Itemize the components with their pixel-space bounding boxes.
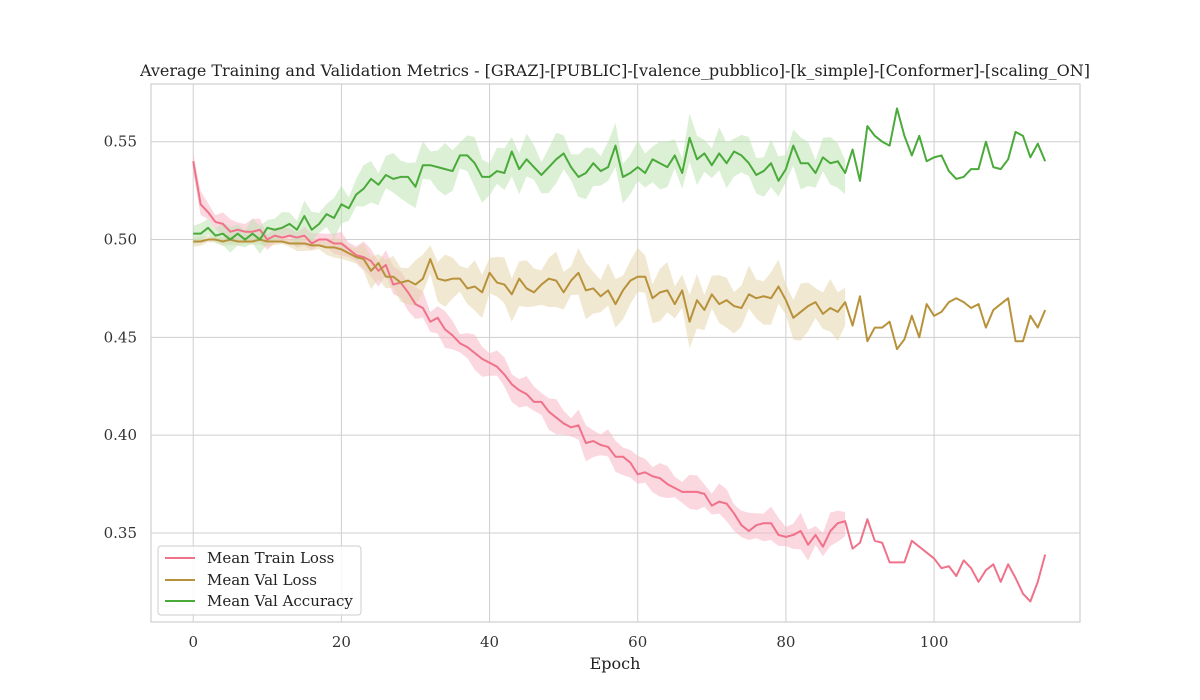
y-tick-label: 0.50 [104,231,137,249]
y-tick-label: 0.40 [104,426,137,444]
x-axis-label: Epoch [590,654,641,673]
val-loss-line [193,238,1047,351]
x-tick-label: 20 [332,633,351,651]
train-loss-line [192,161,1047,603]
val-accuracy-band [193,113,846,254]
y-tick-label: 0.45 [104,328,137,346]
x-tick-label: 100 [920,633,949,651]
legend: Mean Train Loss Mean Val Loss Mean Val A… [157,545,362,616]
y-tick-label: 0.35 [104,524,137,542]
series-lines [192,107,1047,603]
x-tick-label: 0 [188,633,198,651]
x-tick-label: 80 [776,633,795,651]
x-axis-ticks: 0 20 40 60 80 100 [188,633,948,651]
y-tick-label: 0.55 [104,133,137,151]
val-accuracy-line [193,107,1047,241]
val-loss-band [193,234,846,349]
legend-label-val-loss: Mean Val Loss [207,571,317,589]
legend-box [157,545,362,616]
chart-title: Average Training and Validation Metrics … [139,61,1090,80]
plot-frame [150,83,1081,623]
legend-label-val-accuracy: Mean Val Accuracy [207,592,353,610]
plot-area [151,84,1080,622]
x-tick-label: 60 [628,633,647,651]
x-tick-label: 40 [480,633,499,651]
y-axis-ticks: 0.35 0.40 0.45 0.50 0.55 [104,133,137,542]
legend-label-train-loss: Mean Train Loss [207,549,334,567]
